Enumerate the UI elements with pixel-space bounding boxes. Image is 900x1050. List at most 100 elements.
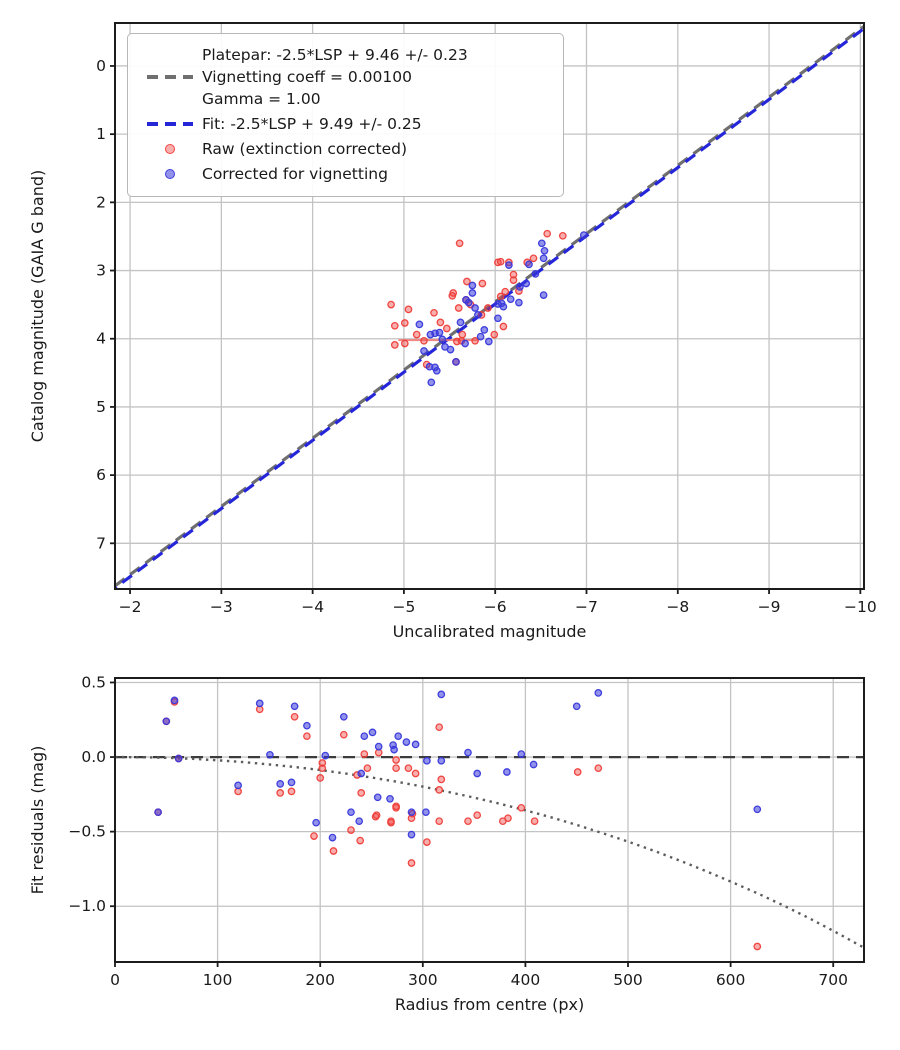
axes-spines	[114, 22, 865, 590]
corrected-point	[464, 298, 473, 307]
raw-residual	[423, 838, 431, 846]
corrected-point	[461, 339, 469, 348]
raw-residual	[347, 826, 355, 834]
raw-residual	[357, 789, 366, 797]
raw-point	[478, 279, 487, 288]
corrected-residual	[154, 808, 162, 817]
raw-residual	[504, 814, 512, 823]
x-tick-label: −2	[119, 598, 142, 616]
legend-label-corrected: Corrected for vignetting	[202, 165, 388, 183]
raw-residual	[464, 817, 472, 826]
x-tick-label: 300	[408, 971, 438, 989]
legend-line-vignetting: Vignetting coeff = 0.00100	[202, 68, 412, 86]
corrected-point	[474, 311, 482, 319]
x-tick-label: −10	[844, 598, 877, 616]
corrected-point	[452, 358, 460, 366]
raw-point	[436, 318, 445, 327]
x-tick-label: 500	[613, 971, 643, 989]
y-tick-label: 7	[96, 534, 106, 552]
corrected-residual	[368, 728, 377, 737]
corrected-residual	[437, 756, 446, 765]
raw-point	[442, 324, 451, 333]
corrected-residual	[360, 732, 369, 741]
x-tick-label: −9	[758, 598, 781, 616]
corrected-point	[468, 289, 477, 297]
y-tick-label: 0.5	[81, 673, 106, 691]
y-axis-label: Catalog magnitude (GAIA G band)	[28, 170, 47, 442]
corrected-residual	[394, 732, 403, 741]
raw-residual	[318, 759, 327, 767]
raw-residual	[303, 732, 311, 741]
corrected-residual	[390, 745, 398, 754]
corrected-point	[539, 291, 548, 299]
corrected-residual	[357, 769, 366, 778]
raw-point	[400, 319, 409, 327]
corrected-residual	[287, 778, 296, 787]
x-tick-label: −7	[575, 598, 598, 616]
axes-fit-residuals: 0 100 200 300 400 500 600 700 0.5 0.0 −0.5 −1.0 Radi…	[28, 673, 865, 1014]
raw-residual	[392, 756, 400, 764]
corrected-point	[471, 304, 479, 312]
blue-dashed-line-icon	[138, 122, 202, 126]
raw-point	[490, 330, 499, 339]
corrected-point	[456, 318, 465, 327]
corrected-residual	[303, 721, 311, 730]
raw-residual	[310, 832, 318, 840]
raw-point	[494, 258, 502, 267]
corrected-residual	[422, 808, 430, 817]
raw-point	[471, 336, 479, 345]
corrected-residual	[355, 817, 364, 826]
y-tick-label: 0	[96, 57, 106, 75]
raw-point	[430, 308, 438, 317]
raw-residual	[530, 817, 539, 826]
raw-point	[387, 300, 395, 309]
raw-residual	[437, 775, 446, 784]
corrected-residual	[328, 833, 337, 842]
corrected-residual	[321, 751, 330, 760]
raw-residual	[411, 769, 420, 778]
legend-entry-platepar: Platepar: -2.5*LSP + 9.46 +/- 0.23 Vigne…	[138, 44, 553, 110]
raw-point	[501, 287, 510, 296]
corrected-point	[499, 302, 508, 311]
raw-residual	[360, 750, 369, 758]
fit-line	[115, 27, 864, 589]
corrected-residual	[753, 805, 762, 814]
raw-residual	[407, 859, 416, 867]
y-tick-label: 4	[96, 330, 106, 348]
y-tick-label: 5	[96, 398, 106, 416]
corrected-point	[432, 366, 441, 375]
corrected-points	[415, 231, 588, 387]
raw-residual	[753, 942, 762, 951]
raw-point	[400, 339, 409, 348]
raw-residual	[287, 787, 296, 796]
corrected-residual	[402, 738, 411, 746]
raw-point	[458, 330, 467, 339]
raw-residual	[363, 764, 372, 773]
corrected-point	[537, 239, 546, 248]
x-tick-label: 200	[305, 971, 335, 989]
raw-point	[484, 304, 492, 312]
gray-dashed-line-icon	[138, 75, 202, 79]
raw-point	[455, 239, 464, 248]
x-tick-label: −6	[484, 598, 507, 616]
raw-residual	[387, 818, 395, 827]
vignetting-model-curve	[115, 755, 864, 949]
raw-residual	[329, 847, 338, 855]
raw-point	[543, 229, 552, 238]
corrected-point	[480, 326, 489, 334]
raw-residual	[318, 764, 327, 773]
corrected-point	[476, 332, 485, 341]
raw-residual	[276, 789, 285, 797]
blue-dot-icon	[138, 169, 202, 179]
raw-residual	[473, 811, 482, 820]
y-tick-label: 6	[96, 466, 106, 484]
legend-label-fit: Fit: -2.5*LSP + 9.49 +/- 0.25	[202, 115, 422, 133]
x-tick-label: −4	[301, 598, 324, 616]
corrected-residual	[411, 740, 420, 749]
corrected-residual	[572, 702, 581, 711]
raw-residual	[435, 786, 444, 794]
raw-residual	[392, 764, 400, 773]
y-tick-label: −1.0	[68, 897, 106, 915]
raw-point	[558, 231, 567, 240]
